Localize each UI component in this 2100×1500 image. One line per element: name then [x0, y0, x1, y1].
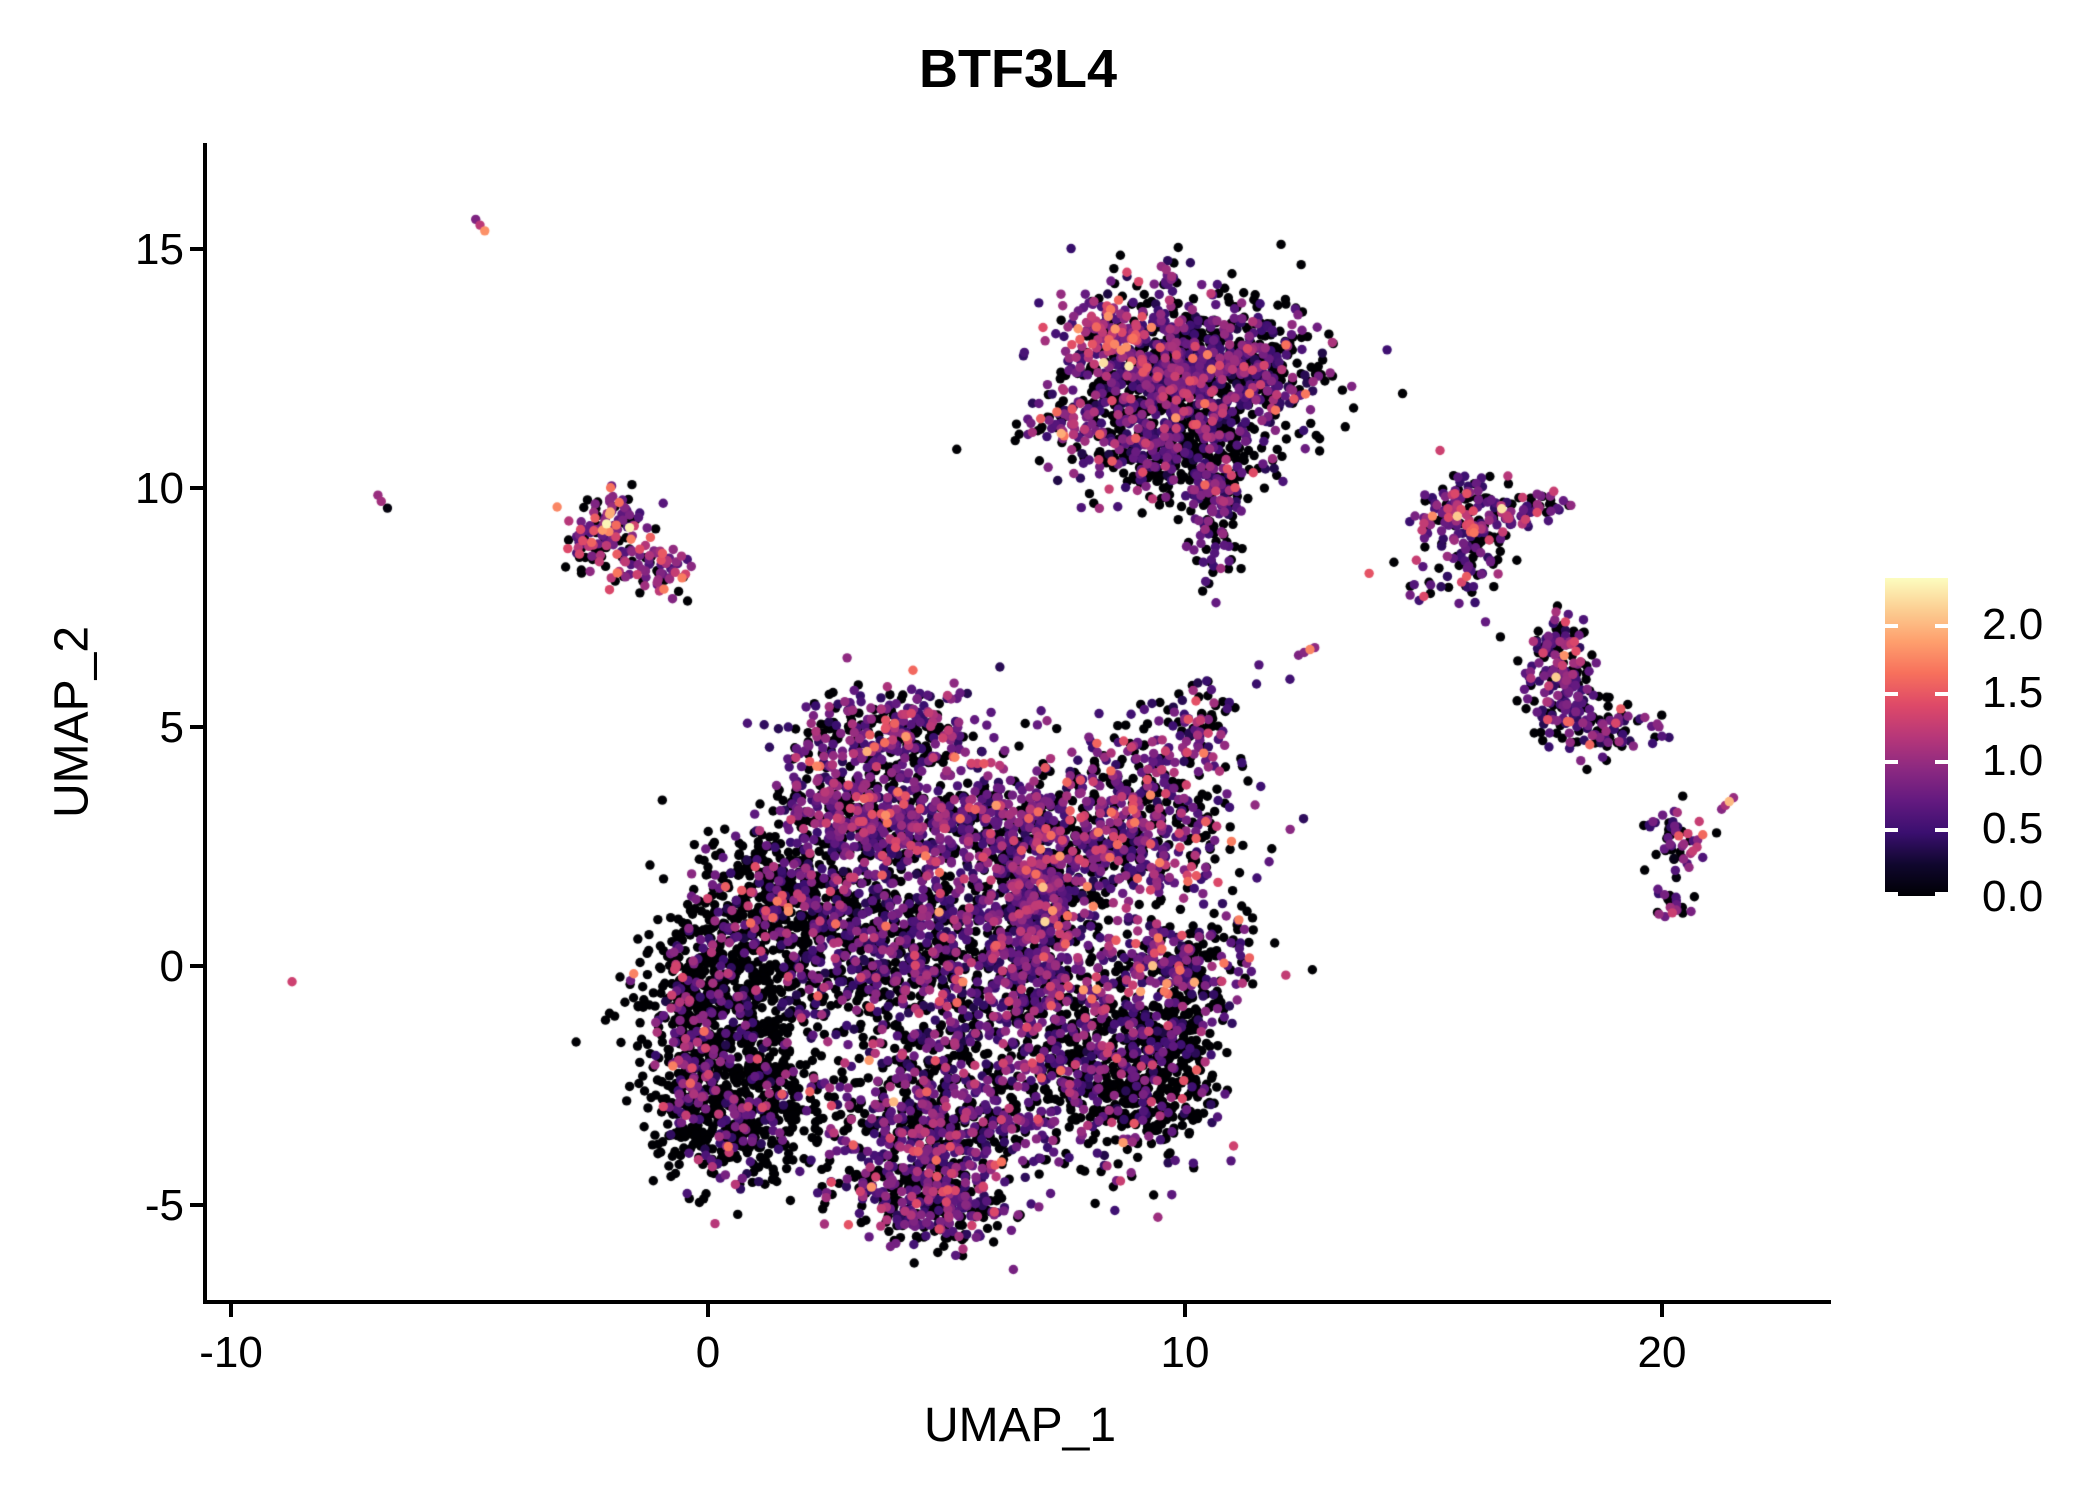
y-axis-line — [203, 143, 207, 1304]
y-tick-label: 10 — [135, 464, 184, 513]
y-tick-mark — [190, 1203, 203, 1207]
colorbar-tick-mark — [1935, 760, 1948, 765]
colorbar-tick-label: 1.0 — [1982, 736, 2044, 786]
plot-title: BTF3L4 — [918, 39, 1118, 99]
colorbar-tick-mark — [1935, 892, 1948, 896]
colorbar-gradient — [1885, 578, 1948, 896]
colorbar-tick-mark — [1885, 692, 1898, 697]
y-tick-mark — [190, 486, 203, 490]
x-tick-label: -10 — [199, 1328, 263, 1377]
colorbar-tick-mark — [1935, 828, 1948, 833]
colorbar-tick-mark — [1885, 892, 1898, 896]
y-axis-title: UMAP_2 — [45, 625, 99, 819]
x-tick-mark — [1660, 1304, 1664, 1317]
x-tick-mark — [1183, 1304, 1187, 1317]
colorbar-tick-mark — [1935, 692, 1948, 697]
x-tick-mark — [706, 1304, 710, 1317]
y-tick-label: 0 — [159, 942, 184, 991]
colorbar-tick-label: 0.0 — [1982, 872, 2044, 921]
x-tick-mark — [229, 1304, 233, 1317]
colorbar-tick-label: 1.5 — [1982, 668, 2044, 718]
colorbar-tick-label: 0.5 — [1982, 804, 2044, 854]
colorbar-tick-label: 2.0 — [1982, 600, 2044, 650]
x-tick-label: 10 — [1160, 1328, 1210, 1377]
x-axis-title: UMAP_1 — [923, 1399, 1117, 1452]
y-tick-label: -5 — [144, 1181, 184, 1230]
colorbar-tick-mark — [1885, 624, 1898, 629]
x-axis-line — [203, 1300, 1831, 1304]
colorbar-tick-mark — [1885, 760, 1898, 765]
y-tick-mark — [190, 247, 203, 251]
colorbar-tick-mark — [1885, 828, 1898, 833]
x-tick-label: 20 — [1637, 1328, 1687, 1377]
y-tick-label: 15 — [135, 225, 184, 274]
colorbar-tick-mark — [1935, 624, 1948, 629]
x-tick-label: 0 — [695, 1328, 721, 1377]
y-tick-mark — [190, 725, 203, 729]
y-tick-mark — [190, 964, 203, 968]
y-tick-label: 5 — [159, 703, 184, 752]
